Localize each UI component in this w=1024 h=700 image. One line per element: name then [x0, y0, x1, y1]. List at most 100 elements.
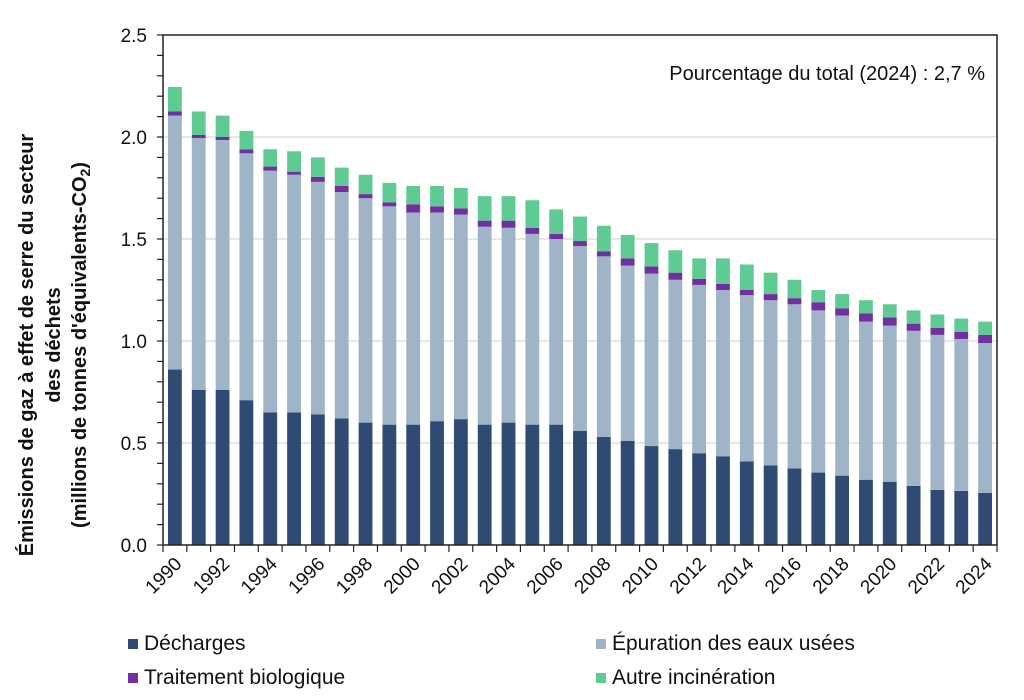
bar-2019-autre	[859, 300, 873, 314]
bar-1993-decharges	[239, 400, 254, 545]
bar-2017-epuration	[811, 310, 826, 473]
legend-swatch-autre	[596, 673, 606, 683]
bar-2016-autre	[787, 279, 802, 299]
x-tick-label: 1996	[285, 554, 330, 599]
bar-2012-epuration	[692, 284, 707, 454]
bar-2023-decharges	[954, 490, 969, 545]
bar-2012-autre	[692, 258, 707, 279]
bar-1997-traitement	[334, 185, 349, 193]
legend-label-autre: Autre incinération	[612, 666, 776, 689]
bar-2004-decharges	[501, 422, 516, 545]
legend-item-decharges: Décharges	[128, 632, 246, 656]
bar-1990-decharges	[168, 369, 182, 545]
bar-2015-epuration	[763, 300, 778, 466]
bar-2003-traitement	[477, 220, 492, 227]
y-tick-label: 2.0	[121, 128, 147, 149]
y-tick-label: 0.0	[121, 536, 147, 557]
bar-2010-decharges	[644, 446, 659, 545]
bar-2005-decharges	[525, 424, 540, 545]
y-axis-label-subscript: 2	[77, 169, 93, 177]
bar-2017-decharges	[811, 472, 826, 545]
y-tick-label: 1.0	[121, 332, 147, 353]
bar-1990-traitement	[168, 111, 182, 116]
bar-2020-decharges	[882, 481, 897, 545]
bar-2006-autre	[549, 209, 564, 234]
bar-2017-traitement	[811, 302, 826, 311]
bar-2001-epuration	[430, 212, 444, 422]
bar-2001-decharges	[430, 421, 444, 545]
bar-2021-epuration	[906, 330, 921, 486]
bar-1996-autre	[310, 157, 325, 177]
y-axis-label-close: )	[69, 162, 91, 169]
y-axis-label-3: (millions de tonnes d'équivalents-CO2)	[69, 162, 93, 528]
bar-1997-epuration	[334, 192, 349, 419]
bar-1994-decharges	[263, 412, 278, 545]
legend-swatch-epuration	[596, 639, 606, 649]
bar-2013-autre	[716, 258, 730, 284]
bar-1992-decharges	[215, 389, 230, 545]
x-axis: 1990 1992 1994 1996 1998 2000 2002 2004 2006 2008…	[142, 545, 998, 599]
bar-2008-autre	[596, 225, 611, 252]
plot-frame	[162, 34, 998, 546]
y-axis: 0.0 0.5 1.0 1.5 2.0 2.5	[121, 26, 163, 557]
bar-2010-traitement	[644, 266, 659, 274]
bar-1991-autre	[191, 111, 206, 135]
bar-1998-decharges	[358, 422, 373, 545]
bar-1996-decharges	[310, 414, 325, 545]
bar-2000-autre	[406, 185, 421, 205]
bar-2022-traitement	[930, 327, 945, 335]
bar-2016-epuration	[787, 304, 802, 469]
bar-2009-decharges	[620, 440, 635, 545]
bar-2006-decharges	[549, 424, 564, 545]
bar-2014-autre	[739, 264, 754, 290]
bar-2024-epuration	[978, 343, 992, 493]
bar-2024-decharges	[978, 492, 992, 545]
x-tick-label: 2014	[714, 553, 759, 598]
legend-label-decharges: Décharges	[144, 632, 246, 655]
bar-2021-traitement	[906, 323, 921, 331]
bar-2017-autre	[811, 290, 826, 303]
bar-2013-traitement	[716, 283, 730, 290]
bar-1992-epuration	[215, 140, 230, 390]
percentage-annotation: Pourcentage du total (2024) : 2,7 %	[669, 63, 985, 85]
bar-1992-autre	[215, 115, 230, 137]
bars	[168, 87, 992, 545]
bar-2024-traitement	[978, 334, 992, 344]
y-axis-label-line-3: (millions de tonnes d'équivalents-CO	[69, 177, 91, 528]
legend-swatch-decharges	[128, 639, 138, 649]
bar-1999-epuration	[382, 206, 397, 425]
bar-2018-epuration	[835, 315, 850, 476]
bar-2016-traitement	[787, 298, 802, 305]
bar-1994-autre	[263, 149, 278, 167]
bar-1990-autre	[168, 87, 182, 112]
bar-2018-decharges	[835, 475, 850, 545]
y-axis-label: Émissions de gaz à effet de serre du sec…	[15, 134, 38, 557]
legend-item-autre: Autre incinération	[596, 666, 775, 690]
bar-2009-traitement	[620, 258, 635, 266]
bar-1994-traitement	[263, 166, 278, 171]
bar-2019-epuration	[859, 321, 873, 480]
y-axis-label-line-2: des déchets	[43, 287, 65, 403]
bar-2022-autre	[930, 314, 945, 328]
bar-1998-epuration	[358, 198, 373, 423]
legend-swatch-traitement	[128, 673, 138, 683]
x-tick-label: 1990	[142, 554, 187, 599]
bar-1995-epuration	[287, 174, 301, 413]
bar-2021-autre	[906, 310, 921, 324]
x-tick-label: 2020	[857, 554, 902, 599]
x-tick-label: 2010	[618, 554, 663, 599]
x-tick-label: 2002	[428, 554, 473, 599]
y-axis-label-2: des déchets	[43, 287, 65, 403]
bar-2008-epuration	[596, 256, 611, 437]
bar-2001-autre	[430, 185, 444, 207]
legend-label-traitement: Traitement biologique	[144, 666, 346, 689]
bar-2002-autre	[453, 188, 468, 209]
bar-1999-traitement	[382, 202, 397, 207]
bar-2011-autre	[668, 250, 683, 273]
bar-2000-traitement	[406, 204, 421, 213]
bar-2023-autre	[954, 318, 969, 332]
bar-2009-autre	[620, 234, 635, 259]
x-tick-label: 2006	[523, 554, 568, 599]
bar-2010-epuration	[644, 273, 659, 447]
